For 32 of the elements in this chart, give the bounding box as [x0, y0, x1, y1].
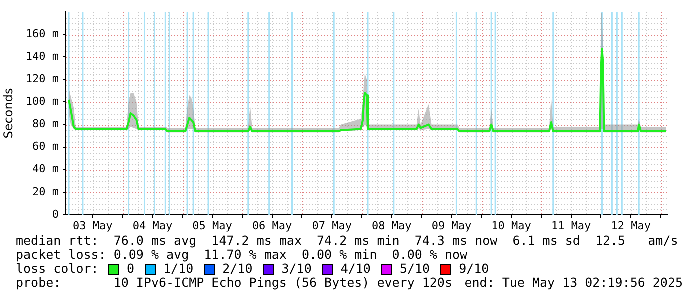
x-tick-label: 11 May [551, 219, 592, 232]
x-tick-label: 10 May [492, 219, 532, 232]
text: packet loss: 0.09 % avg 11.70 % max 0.00 % min 0.00 % now [16, 247, 469, 262]
x-tick-label: 08 May [372, 219, 412, 232]
legend-label: 5/10 [400, 261, 430, 276]
y-tick-label: 80 m [32, 118, 60, 131]
legend-title: loss color: [16, 261, 100, 276]
y-tick-label: 40 m [32, 162, 60, 176]
y-tick-label: 120 m [26, 72, 60, 86]
x-tick-label: 03 May [73, 219, 114, 232]
x-tick-label: 09 May [432, 219, 472, 232]
y-axis-title: Seconds [1, 88, 16, 139]
y-tick-label: 60 m [32, 140, 60, 154]
legend-label: 2/10 [222, 261, 253, 276]
text: probe: 10 IPv6-ICMP Echo Pings (56 Bytes) every 120s [16, 275, 452, 290]
legend-label: 3/10 [282, 261, 312, 276]
legend-label: 9/10 [459, 261, 490, 276]
text: median rtt: 76.0 ms avg 147.2 ms max 74.2 ms min 74.3 ms now 6.1 ms sd 12.5 am/s [16, 233, 680, 248]
x-tick-label: 06 May [252, 219, 293, 232]
x-tick-label: 04 May [132, 219, 173, 232]
y-tick-label: 140 m [26, 50, 60, 63]
y-tick-label: 160 m [26, 27, 60, 40]
x-tick-label: 12 May [611, 219, 652, 232]
x-tick-label: 05 May [192, 219, 233, 232]
text: end: Tue May 13 02:19:56 2025 [464, 275, 683, 290]
x-tick-label: 07 May [312, 219, 352, 232]
y-tick-label: 100 m [26, 95, 60, 108]
y-tick-label: 0 [52, 208, 59, 221]
y-tick-label: 20 m [32, 185, 60, 198]
legend-label: 0 [127, 261, 135, 276]
legend-label: 4/10 [340, 261, 371, 276]
legend-label: 1/10 [164, 261, 194, 276]
